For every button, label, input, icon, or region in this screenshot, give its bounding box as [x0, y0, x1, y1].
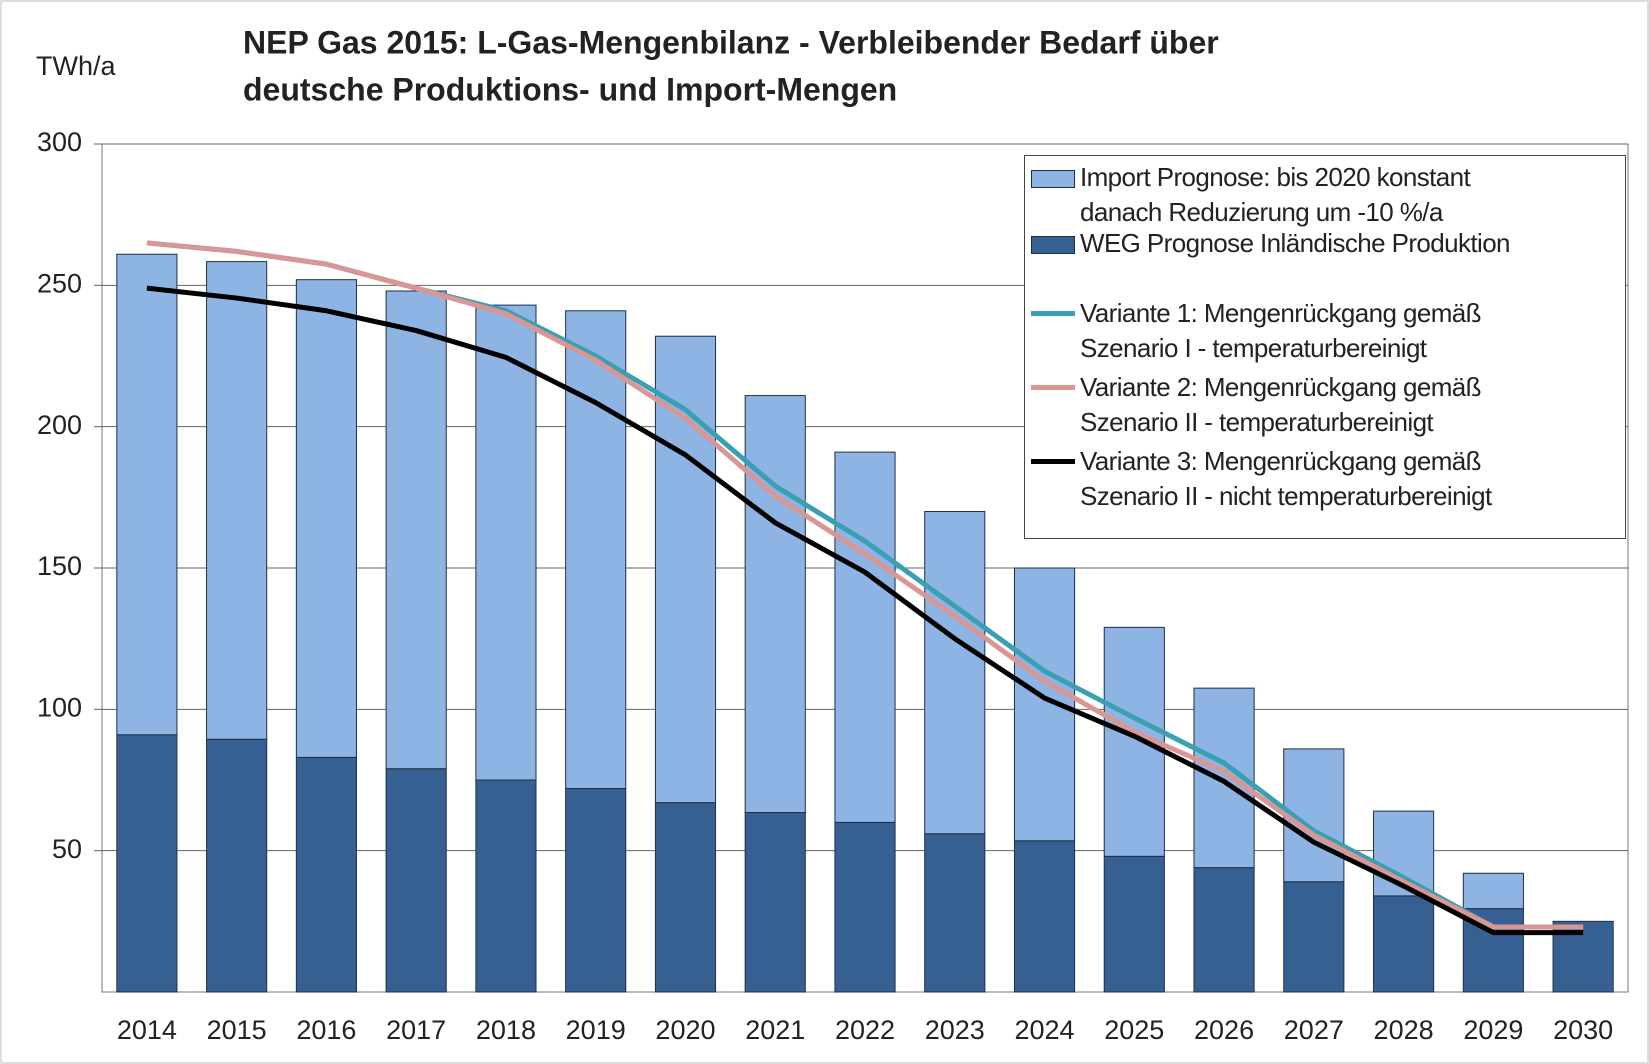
y-tick-label: 300	[37, 127, 82, 157]
bar-segment	[924, 833, 986, 993]
bar-segment	[744, 812, 806, 993]
bar-segment	[1013, 840, 1076, 993]
bar-segment	[654, 335, 717, 804]
x-tick-label: 2015	[207, 1015, 267, 1045]
legend-swatch	[1031, 385, 1075, 390]
x-tick-label: 2023	[925, 1015, 985, 1045]
bar-segment	[834, 451, 896, 823]
bar-segment	[744, 395, 806, 814]
bar-segment	[385, 768, 447, 993]
x-tick-label: 2025	[1104, 1015, 1164, 1045]
bar-segment	[295, 279, 357, 758]
legend-label: WEG Prognose Inländische Produktion	[1080, 228, 1511, 258]
chart-subtitle: deutsche Produktions- und Import-Mengen	[243, 71, 897, 107]
x-tick-label: 2019	[566, 1015, 626, 1045]
chart-title: NEP Gas 2015: L-Gas-Mengenbilanz - Verbl…	[243, 24, 1219, 60]
legend-entry: Variante 1: Mengenrückgang gemäß Szenari…	[1025, 296, 1482, 366]
x-tick-label: 2021	[745, 1015, 805, 1045]
bar-segment	[1462, 872, 1524, 910]
bar-segment	[565, 787, 627, 993]
x-tick-label: 2027	[1284, 1015, 1344, 1045]
bar-segment	[475, 304, 537, 781]
legend-swatch	[1031, 236, 1075, 254]
bar-segment	[295, 756, 357, 993]
x-tick-label: 2028	[1374, 1015, 1434, 1045]
bar-segment	[565, 310, 627, 789]
y-tick-label: 50	[52, 834, 82, 864]
x-tick-label: 2024	[1014, 1015, 1074, 1045]
bar-segment	[1193, 867, 1255, 993]
bar-segment	[1103, 626, 1165, 857]
legend-entry: Import Prognose: bis 2020 konstant danac…	[1025, 160, 1471, 230]
legend-swatch	[1031, 459, 1075, 464]
legend-swatch	[1031, 311, 1075, 316]
bar-segment	[116, 253, 178, 736]
x-tick-label: 2029	[1463, 1015, 1523, 1045]
x-tick-label: 2018	[476, 1015, 536, 1045]
x-tick-label: 2014	[117, 1015, 177, 1045]
y-tick-label: 200	[37, 410, 82, 440]
x-tick-label: 2030	[1553, 1015, 1613, 1045]
y-tick-label: 100	[37, 692, 82, 722]
x-tick-label: 2016	[296, 1015, 356, 1045]
legend-label: Import Prognose: bis 2020 konstant danac…	[1080, 162, 1471, 227]
x-tick-label: 2026	[1194, 1015, 1254, 1045]
x-tick-label: 2022	[835, 1015, 895, 1045]
legend-label: Variante 2: Mengenrückgang gemäß Szenari…	[1080, 372, 1482, 437]
bar-segment	[385, 290, 447, 770]
bar-segment	[1283, 881, 1345, 993]
legend: Import Prognose: bis 2020 konstant danac…	[1024, 155, 1626, 539]
legend-entry: Variante 2: Mengenrückgang gemäß Szenari…	[1025, 370, 1482, 440]
legend-label: Variante 1: Mengenrückgang gemäß Szenari…	[1080, 298, 1482, 363]
line-series	[146, 285, 1584, 936]
bar-segment	[1103, 855, 1165, 993]
bar-segment	[834, 821, 896, 993]
bar-segment	[206, 261, 268, 740]
y-axis-label: TWh/a	[36, 51, 116, 81]
legend-label: Variante 3: Mengenrückgang gemäß Szenari…	[1080, 446, 1492, 511]
bar-segment	[116, 734, 178, 993]
bar-segment	[924, 510, 986, 835]
legend-entry: Variante 3: Mengenrückgang gemäß Szenari…	[1025, 444, 1492, 514]
legend-entry: WEG Prognose Inländische Produktion	[1025, 226, 1511, 261]
y-tick-label: 250	[37, 268, 82, 298]
bar-segment	[475, 779, 537, 993]
line-series	[146, 240, 1584, 930]
bar-segment	[654, 802, 717, 993]
legend-swatch	[1031, 170, 1075, 188]
x-tick-label: 2017	[386, 1015, 446, 1045]
y-tick-label: 150	[37, 551, 82, 581]
bar-segment	[206, 738, 268, 993]
x-tick-label: 2020	[655, 1015, 715, 1045]
bar-segment	[1373, 895, 1435, 993]
